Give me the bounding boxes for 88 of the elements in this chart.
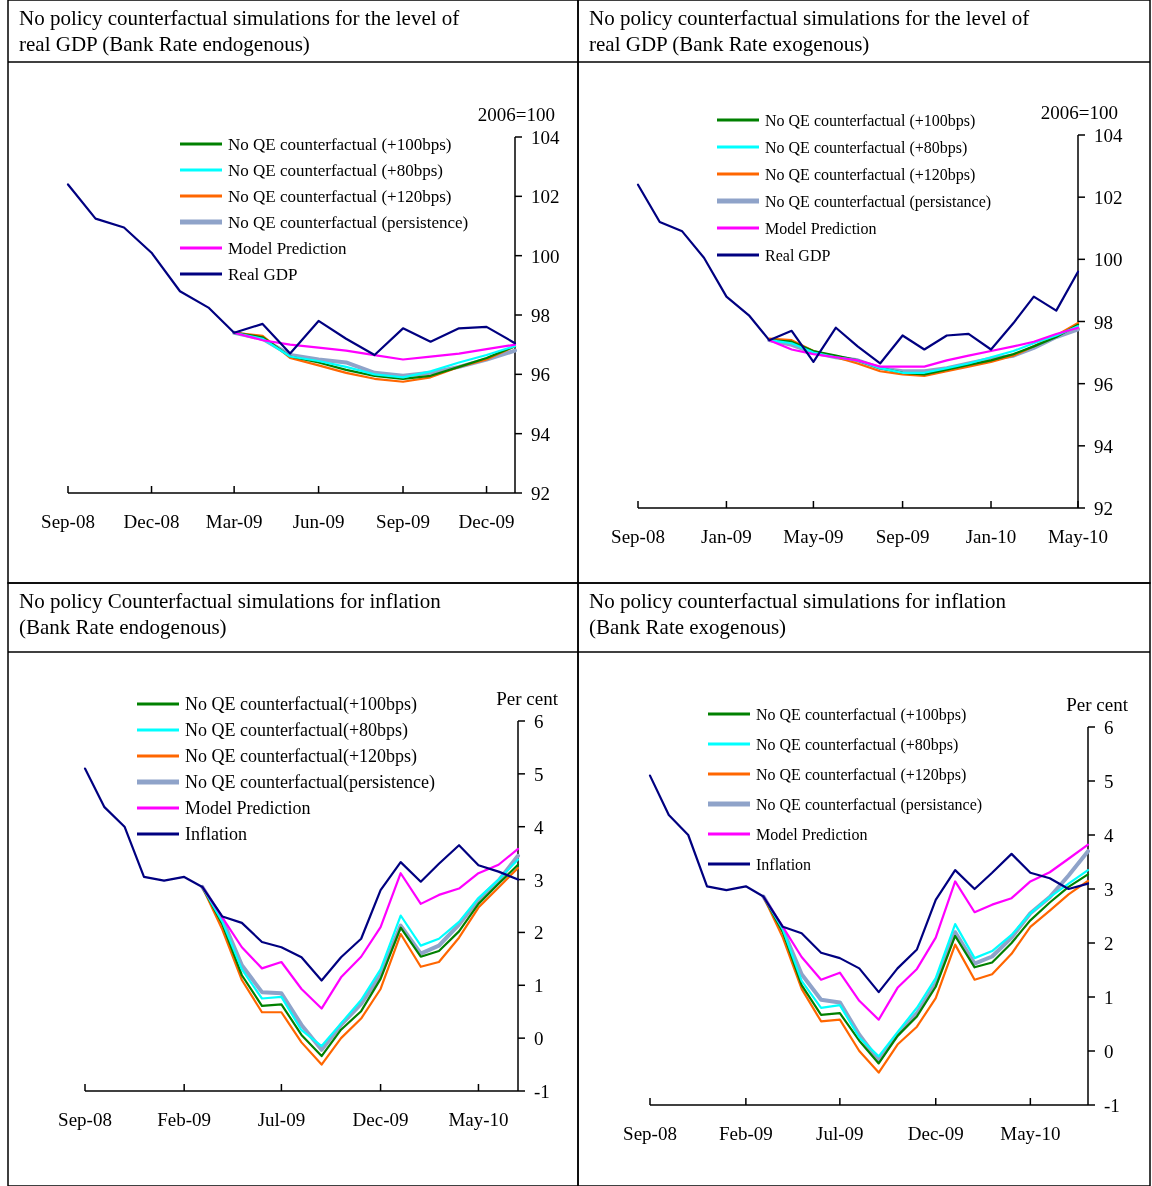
x-tick-label: Jul-09 xyxy=(257,1109,306,1130)
legend-label: No QE counterfactual(+100bps) xyxy=(185,694,418,715)
legend-label: No QE counterfactual (+80bps) xyxy=(765,139,968,157)
legend-label: Model Prediction xyxy=(765,220,877,237)
y-tick-label: 3 xyxy=(1104,879,1114,900)
x-tick-label: Dec-09 xyxy=(458,511,515,532)
y-tick-label: -1 xyxy=(1104,1095,1120,1116)
legend-label: No QE counterfactual (persistance) xyxy=(756,796,983,814)
x-tick-label: Sep-09 xyxy=(376,511,430,532)
legend-label: No QE counterfactual (persistence) xyxy=(228,213,469,232)
legend-label: No QE counterfactual (+120bps) xyxy=(756,766,967,784)
x-tick-label: Jul-09 xyxy=(816,1123,864,1144)
y-tick-label: 92 xyxy=(1094,498,1113,519)
x-tick-label: Dec-09 xyxy=(907,1123,964,1144)
y-tick-label: 100 xyxy=(1094,249,1123,271)
y-tick-label: 6 xyxy=(534,711,544,732)
y-tick-label: 92 xyxy=(531,483,550,504)
line-series xyxy=(66,183,517,357)
legend-label: Real GDP xyxy=(765,247,831,264)
x-tick-label: Dec-08 xyxy=(123,511,180,532)
x-tick-label: Dec-09 xyxy=(352,1109,409,1130)
legend-label: No QE counterfactual (+120bps) xyxy=(765,166,976,184)
y-tick-label: 1 xyxy=(1104,987,1114,1008)
line-series xyxy=(233,331,517,361)
chart-title: No policy Counterfactual simulations for inflation (Bank Rate endogenous) xyxy=(19,589,442,639)
line-series xyxy=(83,767,520,982)
chart-title: No policy counterfactual simulations for the level of real GDP (Bank Rate exogenous) xyxy=(589,6,1030,56)
legend-label: Model Prediction xyxy=(756,826,868,843)
legend-label: No QE counterfactual (+80bps) xyxy=(756,736,959,754)
y-tick-label: 2 xyxy=(534,922,544,944)
legend-label: No QE counterfactual(+120bps) xyxy=(185,746,418,767)
x-tick-label: Sep-08 xyxy=(623,1123,677,1144)
legend-label: No QE counterfactual (+80bps) xyxy=(228,161,443,180)
x-tick-label: Sep-08 xyxy=(58,1109,112,1130)
x-tick-label: Jun-09 xyxy=(292,511,345,532)
x-tick-label: May-10 xyxy=(448,1109,509,1130)
legend-label: No QE counterfactual(+80bps) xyxy=(185,720,409,741)
y-tick-label: 2 xyxy=(1104,933,1114,954)
y-tick-label: 6 xyxy=(1104,717,1114,738)
y-tick-label: 94 xyxy=(531,423,551,445)
x-tick-label: Sep-08 xyxy=(611,526,665,547)
y-tick-label: 102 xyxy=(531,186,560,208)
y-tick-label: 5 xyxy=(534,763,544,785)
legend-label: No QE counterfactual (+100bps) xyxy=(228,135,452,154)
y-tick-label: 0 xyxy=(1104,1041,1114,1062)
legend-label: No QE counterfactual (+100bps) xyxy=(756,706,967,724)
y-tick-label: 1 xyxy=(534,975,544,997)
line-series xyxy=(636,183,1080,365)
x-tick-label: Feb-09 xyxy=(718,1123,773,1144)
chart-title: No policy counterfactual simulations for inflation (Bank Rate exogenous) xyxy=(589,589,1007,639)
x-tick-label: Jan-09 xyxy=(701,526,752,547)
legend-label: Real GDP xyxy=(228,265,298,284)
legend-label: Model Prediction xyxy=(185,798,311,818)
legend-label: Inflation xyxy=(756,856,812,873)
y-tick-label: 0 xyxy=(534,1028,544,1050)
y-tick-label: 94 xyxy=(1094,435,1114,457)
x-tick-label: Mar-09 xyxy=(205,511,263,532)
x-tick-label: Sep-09 xyxy=(875,526,930,547)
x-tick-label: Jan-10 xyxy=(965,526,1017,547)
legend-label: No QE counterfactual(persistence) xyxy=(185,772,435,793)
y-axis-title: Per cent xyxy=(496,688,559,709)
x-tick-label: May-09 xyxy=(783,526,844,547)
legend-label: No QE counterfactual (+100bps) xyxy=(765,112,976,130)
y-tick-label: -1 xyxy=(534,1081,550,1102)
legend-label: Model Prediction xyxy=(228,239,348,258)
y-tick-label: 4 xyxy=(534,816,544,838)
y-tick-label: 104 xyxy=(531,127,560,148)
y-tick-label: 4 xyxy=(1104,825,1114,846)
y-tick-label: 100 xyxy=(531,245,560,267)
y-tick-label: 104 xyxy=(1094,125,1123,146)
y-tick-label: 98 xyxy=(1094,311,1113,333)
legend-label: No QE counterfactual (persistance) xyxy=(765,193,992,211)
y-axis-title: 2006=100 xyxy=(1040,102,1118,123)
y-tick-label: 96 xyxy=(531,364,550,386)
legend-label: Inflation xyxy=(185,824,247,844)
y-axis-title: 2006=100 xyxy=(477,104,555,125)
x-tick-label: Sep-08 xyxy=(41,511,95,532)
y-tick-label: 5 xyxy=(1104,771,1114,792)
chart-title: No policy counterfactual simulations for the level of real GDP (Bank Rate endogenous) xyxy=(19,6,460,56)
y-tick-label: 3 xyxy=(534,869,544,891)
y-tick-label: 102 xyxy=(1094,187,1123,209)
y-tick-label: 98 xyxy=(531,305,550,326)
x-tick-label: Feb-09 xyxy=(157,1109,212,1130)
legend-label: No QE counterfactual (+120bps) xyxy=(228,187,452,206)
y-axis-title: Per cent xyxy=(1066,694,1129,715)
y-tick-label: 96 xyxy=(1094,373,1113,395)
x-tick-label: May-10 xyxy=(1000,1123,1061,1144)
x-tick-label: May-10 xyxy=(1047,526,1109,547)
